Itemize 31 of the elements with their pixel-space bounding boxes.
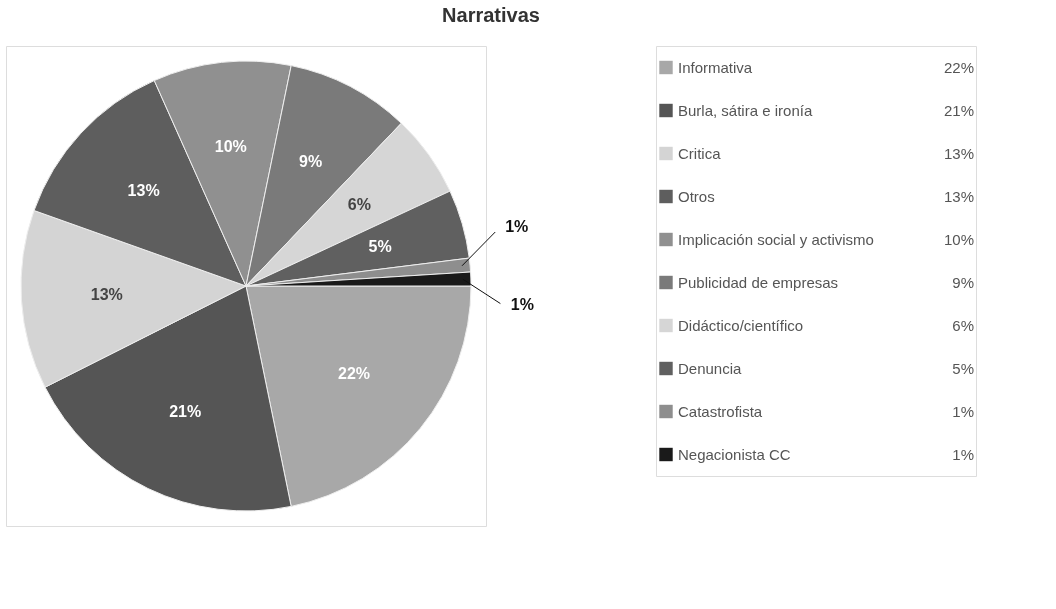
data-label: 10% <box>214 138 247 156</box>
text: 1% <box>952 445 974 463</box>
text: 22% <box>943 58 974 76</box>
data-label: 5% <box>368 238 392 256</box>
text: 13% <box>943 187 974 205</box>
legend-label: Otros <box>678 187 715 205</box>
text: 5% <box>952 359 974 377</box>
legend-label: Didáctico/científico <box>678 316 804 334</box>
legend-label: Burla, sátira e ironía <box>678 101 813 119</box>
legend-label: Catastrofista <box>678 402 763 420</box>
chart-title: Narrativas <box>442 3 540 26</box>
text: 13% <box>943 144 974 162</box>
legend-label: Informativa <box>678 58 753 76</box>
legend-label: Implicación social y activismo <box>678 230 874 248</box>
data-label: 22% <box>338 365 371 383</box>
data-label: 9% <box>299 153 323 171</box>
text: 21% <box>943 101 974 119</box>
legend-label: Critica <box>678 144 722 162</box>
data-label: 1% <box>505 218 529 236</box>
legend-label: Denuncia <box>678 359 743 377</box>
text: 9% <box>952 273 974 291</box>
data-label: 1% <box>510 296 534 314</box>
text: 10% <box>943 230 974 248</box>
data-label: 21% <box>169 402 202 420</box>
data-label: 13% <box>127 182 160 200</box>
legend-label: Publicidad de empresas <box>678 273 839 291</box>
data-label: 13% <box>90 285 123 303</box>
text: 6% <box>952 316 974 334</box>
legend-label: Negacionista CC <box>678 445 791 463</box>
text: 1% <box>952 402 974 420</box>
data-label: 6% <box>347 195 371 213</box>
